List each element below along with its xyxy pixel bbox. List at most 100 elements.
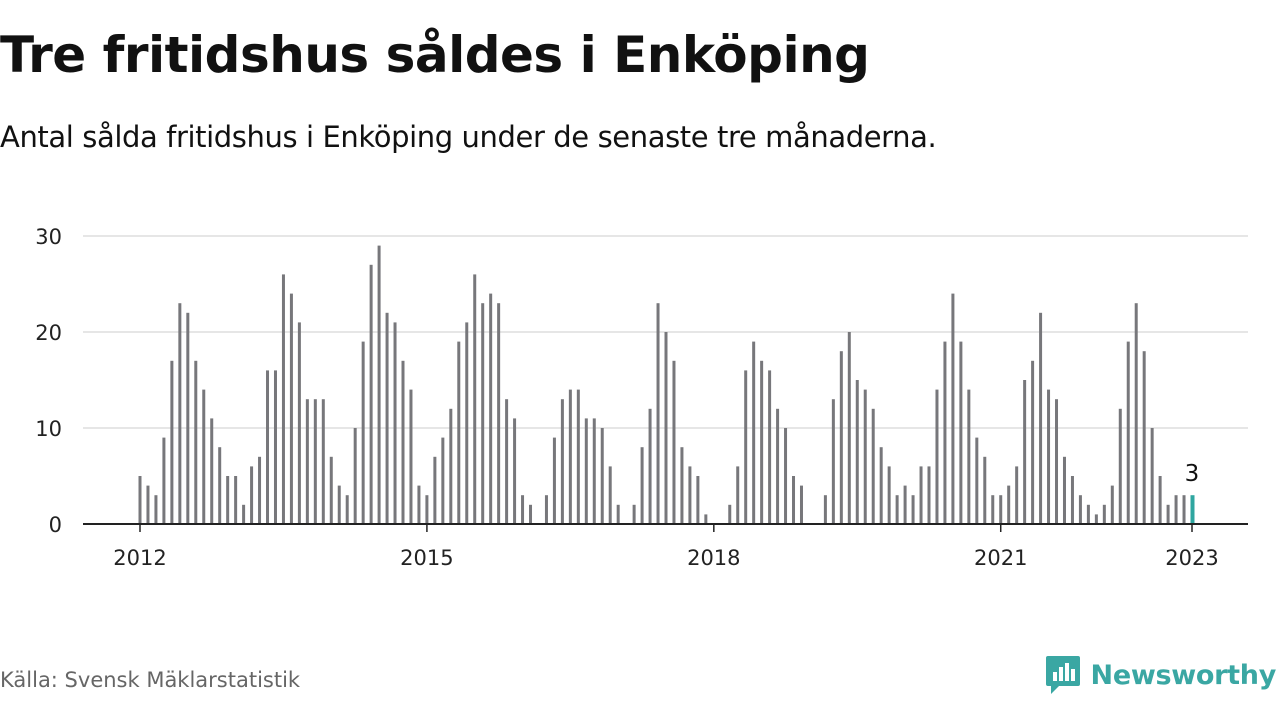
bar — [1174, 495, 1178, 524]
chart-title: Tre fritidshus såldes i Enköping — [0, 26, 870, 84]
bar — [1118, 408, 1122, 524]
bar — [927, 466, 931, 524]
y-tick-label: 30 — [35, 225, 62, 249]
bar — [489, 293, 493, 524]
bar — [608, 466, 612, 524]
annotations: 3 — [1185, 461, 1200, 487]
bar — [1182, 495, 1186, 524]
bar — [736, 466, 740, 524]
bar — [855, 380, 859, 524]
bar — [481, 303, 485, 524]
x-tick-label: 2023 — [1165, 546, 1218, 570]
bar — [465, 322, 469, 524]
bar — [162, 437, 166, 524]
bar — [648, 408, 652, 524]
bar — [640, 447, 644, 524]
bar — [760, 360, 764, 524]
x-tick-label: 2018 — [687, 546, 740, 570]
bar — [847, 332, 851, 524]
bar — [728, 504, 732, 524]
bar — [1134, 303, 1138, 524]
bar — [377, 245, 381, 524]
bar — [879, 447, 883, 524]
bar — [1062, 456, 1066, 524]
bar — [863, 389, 867, 524]
bar — [401, 360, 405, 524]
bar — [752, 341, 756, 524]
bar — [823, 495, 827, 524]
brand-name: Newsworthy — [1090, 659, 1277, 691]
bar — [871, 408, 875, 524]
bar — [409, 389, 413, 524]
bar — [568, 389, 572, 524]
y-tick-label: 20 — [35, 321, 62, 345]
bars — [138, 245, 1195, 524]
bar — [1102, 504, 1106, 524]
bar — [138, 476, 142, 524]
bar — [433, 456, 437, 524]
x-tick-label: 2021 — [974, 546, 1027, 570]
chart-subtitle: Antal sålda fritidshus i Enköping under … — [0, 120, 937, 154]
bar — [887, 466, 891, 524]
bar — [1086, 504, 1090, 524]
bar — [505, 399, 509, 524]
bar — [1166, 504, 1170, 524]
bar — [497, 303, 501, 524]
bar — [305, 399, 309, 524]
bar — [202, 389, 206, 524]
bar — [911, 495, 915, 524]
bar — [218, 447, 222, 524]
bar — [560, 399, 564, 524]
bar — [297, 322, 301, 524]
bar — [313, 399, 317, 524]
y-tick-label: 10 — [35, 417, 62, 441]
bar — [576, 389, 580, 524]
bar — [704, 514, 708, 524]
bar — [393, 322, 397, 524]
bar — [616, 504, 620, 524]
bar — [1158, 476, 1162, 524]
bar — [210, 418, 214, 524]
bar — [991, 495, 995, 524]
bar — [457, 341, 461, 524]
bar — [680, 447, 684, 524]
x-tick-label: 2012 — [113, 546, 166, 570]
bar — [839, 351, 843, 524]
bar — [425, 495, 429, 524]
bar — [999, 495, 1003, 524]
bar — [337, 485, 341, 524]
bar — [345, 495, 349, 524]
bar — [1110, 485, 1114, 524]
bar — [1078, 495, 1082, 524]
bar — [146, 485, 150, 524]
bar — [449, 408, 453, 524]
bar — [329, 456, 333, 524]
bar — [369, 264, 373, 524]
newsworthy-logo-icon — [1045, 656, 1080, 694]
bar — [768, 370, 772, 524]
bar — [688, 466, 692, 524]
bar-chart: 0 10 20 30 2012 2015 2018 2021 2023 3 — [35, 225, 1248, 570]
source-note: Källa: Svensk Mäklarstatistik — [0, 668, 301, 692]
bar — [170, 360, 174, 524]
bar — [672, 360, 676, 524]
bar — [1023, 380, 1027, 524]
bar — [194, 360, 198, 524]
bar — [1126, 341, 1130, 524]
bar — [975, 437, 979, 524]
bar — [799, 485, 803, 524]
bar — [234, 476, 238, 524]
bar — [943, 341, 947, 524]
bar — [321, 399, 325, 524]
bar — [258, 456, 262, 524]
y-axis-ticks: 0 10 20 30 — [35, 225, 62, 537]
bar — [959, 341, 963, 524]
bar — [1039, 312, 1043, 524]
bar — [600, 428, 604, 524]
bar — [983, 456, 987, 524]
bar — [903, 485, 907, 524]
y-tick-label: 0 — [49, 513, 62, 537]
bar — [967, 389, 971, 524]
bar — [226, 476, 230, 524]
bar — [250, 466, 254, 524]
